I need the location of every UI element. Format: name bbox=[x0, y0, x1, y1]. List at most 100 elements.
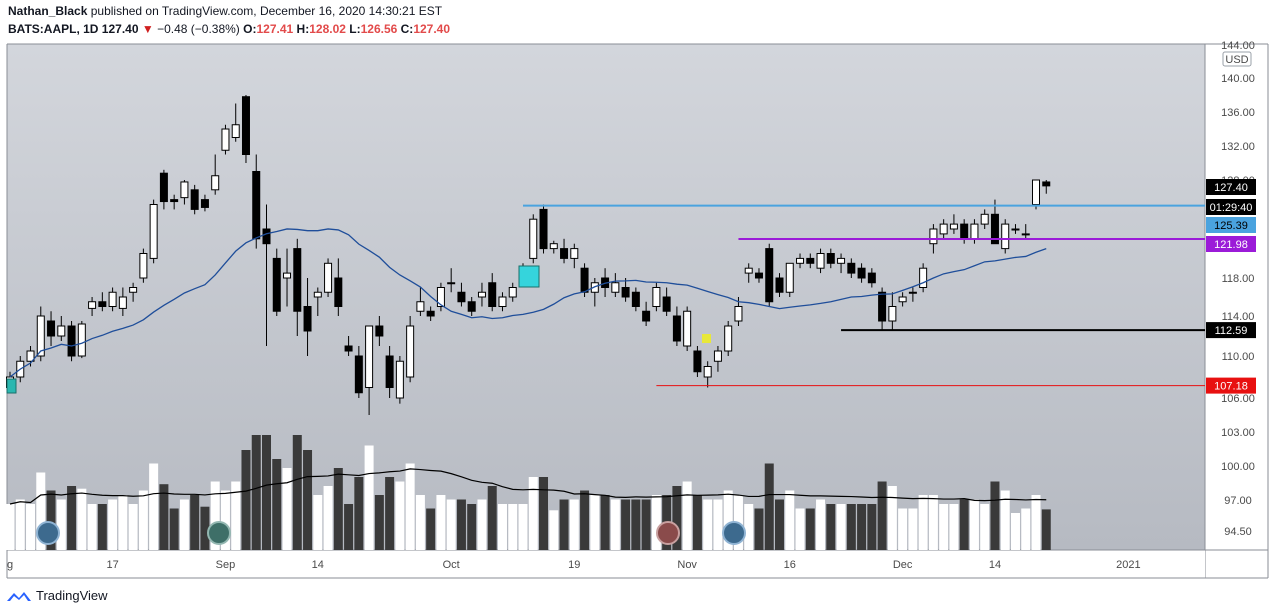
candle-down[interactable] bbox=[765, 248, 774, 303]
candle-down[interactable] bbox=[631, 291, 640, 307]
candle-down[interactable] bbox=[867, 272, 876, 284]
candle-up[interactable] bbox=[139, 253, 148, 279]
candle-up[interactable] bbox=[324, 262, 333, 293]
candle-down[interactable] bbox=[847, 262, 856, 274]
candle-down[interactable] bbox=[960, 223, 969, 240]
candle-up[interactable] bbox=[498, 296, 507, 307]
candle-down[interactable] bbox=[426, 310, 435, 317]
candle-up[interactable] bbox=[88, 301, 97, 309]
event-icon-e-oct[interactable] bbox=[656, 521, 680, 545]
candle-down[interactable] bbox=[190, 189, 199, 210]
candle-up[interactable] bbox=[436, 287, 445, 307]
candle-up[interactable] bbox=[888, 306, 897, 322]
candle-down[interactable] bbox=[1042, 181, 1051, 187]
candle-up[interactable] bbox=[929, 228, 938, 245]
candle-down[interactable] bbox=[580, 267, 589, 293]
candle-up[interactable] bbox=[416, 301, 425, 312]
candle-down[interactable] bbox=[990, 213, 999, 245]
event-icon-d-nov[interactable] bbox=[722, 521, 746, 545]
price-axis[interactable] bbox=[1205, 44, 1268, 578]
candle-down[interactable] bbox=[488, 282, 497, 307]
candle-up[interactable] bbox=[980, 213, 989, 225]
candle-down[interactable] bbox=[662, 296, 671, 312]
candle-down[interactable] bbox=[67, 325, 76, 357]
event-icon-d-left[interactable] bbox=[36, 521, 60, 545]
chart-plot-area[interactable] bbox=[7, 44, 1205, 550]
candle-up[interactable] bbox=[1021, 233, 1030, 236]
candle-up[interactable] bbox=[108, 291, 117, 307]
candle-down[interactable] bbox=[159, 172, 168, 203]
candle-down[interactable] bbox=[375, 325, 384, 337]
candle-down[interactable] bbox=[754, 272, 763, 279]
candle-up[interactable] bbox=[570, 248, 579, 259]
candle-down[interactable] bbox=[303, 306, 312, 332]
time-axis[interactable] bbox=[7, 550, 1205, 578]
event-icon-s-sep[interactable] bbox=[207, 521, 231, 545]
candle-up[interactable] bbox=[816, 253, 825, 269]
candle-up[interactable] bbox=[949, 223, 958, 230]
candle-up[interactable] bbox=[149, 204, 158, 259]
candle-up[interactable] bbox=[395, 360, 404, 399]
candle-up[interactable] bbox=[683, 310, 692, 347]
candle-down[interactable] bbox=[857, 267, 866, 279]
candle-up[interactable] bbox=[508, 287, 517, 298]
candle-up[interactable] bbox=[703, 366, 712, 378]
candle-down[interactable] bbox=[878, 291, 887, 322]
candle-down[interactable] bbox=[560, 248, 569, 259]
candle-up[interactable] bbox=[180, 181, 189, 199]
tradingview-footer[interactable]: TradingView bbox=[6, 588, 108, 603]
currency-badge[interactable]: USD bbox=[1222, 51, 1252, 67]
candle-down[interactable] bbox=[262, 228, 271, 245]
candle-up[interactable] bbox=[1011, 228, 1020, 231]
candle-up[interactable] bbox=[283, 272, 292, 279]
candle-down[interactable] bbox=[642, 310, 651, 322]
candle-up[interactable] bbox=[118, 296, 127, 309]
candle-down[interactable] bbox=[334, 277, 343, 307]
candle-down[interactable] bbox=[272, 257, 281, 312]
candle-up[interactable] bbox=[77, 323, 86, 357]
author-name[interactable]: Nathan_Black bbox=[8, 4, 88, 18]
candle-up[interactable] bbox=[939, 223, 948, 235]
candle-up[interactable] bbox=[908, 291, 917, 294]
candle-up[interactable] bbox=[406, 325, 415, 378]
candle-up[interactable] bbox=[36, 315, 45, 357]
candle-up[interactable] bbox=[734, 306, 743, 322]
candle-down[interactable] bbox=[344, 345, 353, 352]
candle-up[interactable] bbox=[221, 128, 230, 151]
candle-up[interactable] bbox=[785, 262, 794, 293]
candle-down[interactable] bbox=[241, 96, 250, 155]
candle-down[interactable] bbox=[385, 355, 394, 388]
candle-up[interactable] bbox=[837, 257, 846, 264]
candle-up[interactable] bbox=[529, 218, 538, 259]
candle-up[interactable] bbox=[365, 325, 374, 388]
candle-up[interactable] bbox=[744, 267, 753, 274]
candle-up[interactable] bbox=[477, 291, 486, 298]
candle-up[interactable] bbox=[898, 296, 907, 303]
candle-down[interactable] bbox=[200, 199, 209, 208]
candle-down[interactable] bbox=[693, 350, 702, 373]
candle-up[interactable] bbox=[549, 243, 558, 250]
candle-up[interactable] bbox=[57, 325, 66, 337]
candle-up[interactable] bbox=[447, 282, 456, 285]
candle-up[interactable] bbox=[231, 124, 240, 138]
candle-down[interactable] bbox=[775, 277, 784, 293]
candle-up[interactable] bbox=[26, 350, 35, 362]
candle-up[interactable] bbox=[652, 287, 661, 307]
candle-down[interactable] bbox=[47, 320, 56, 337]
candle-down[interactable] bbox=[293, 248, 302, 312]
candle-down[interactable] bbox=[539, 208, 548, 250]
symbol-name[interactable]: BATS:AAPL, 1D bbox=[8, 22, 99, 36]
candle-down[interactable] bbox=[252, 171, 261, 240]
candle-down[interactable] bbox=[98, 301, 107, 307]
candle-up[interactable] bbox=[970, 223, 979, 240]
candle-down[interactable] bbox=[806, 257, 815, 264]
candle-up[interactable] bbox=[713, 350, 722, 362]
candle-up[interactable] bbox=[611, 282, 620, 293]
candle-up[interactable] bbox=[211, 175, 220, 191]
candle-down[interactable] bbox=[672, 315, 681, 342]
candle-up[interactable] bbox=[724, 325, 733, 352]
candle-down[interactable] bbox=[354, 355, 363, 394]
candle-down[interactable] bbox=[621, 287, 630, 298]
candle-up[interactable] bbox=[1001, 223, 1010, 250]
